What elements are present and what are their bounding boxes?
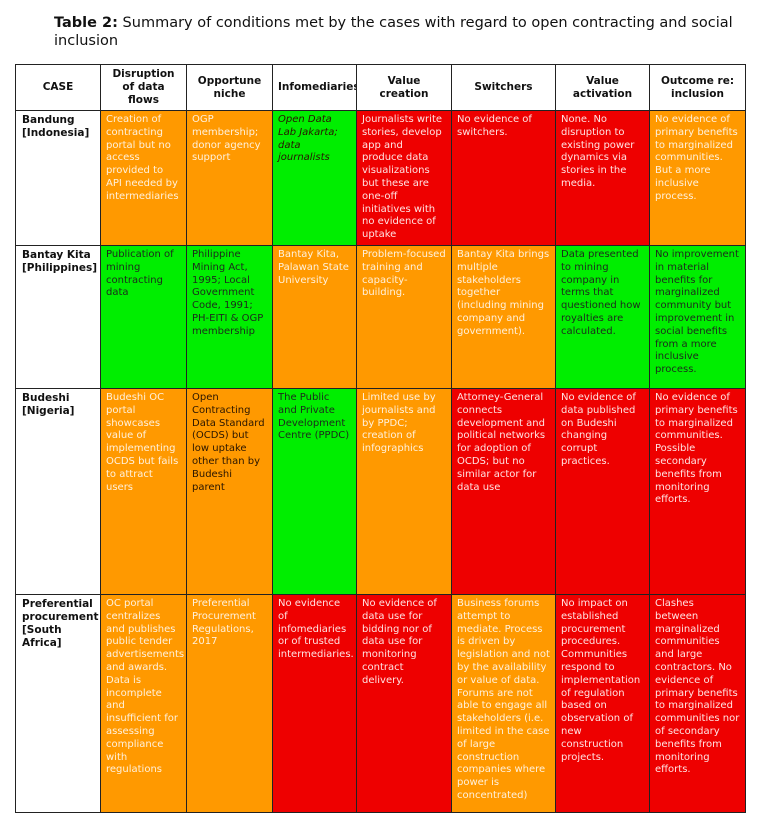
cell-value-creation: Limited use by journalists and by PPDC; … — [356, 387, 452, 595]
header-case: CASE — [15, 64, 101, 111]
table-caption: Table 2: Summary of conditions met by th… — [54, 14, 734, 50]
cell-value-activation: No impact on established procurement pro… — [555, 593, 650, 813]
header-value-activation: Value activation — [555, 64, 650, 111]
header-outcome: Outcome re: inclusion — [649, 64, 746, 111]
header-infomediaries: Infomediaries — [272, 64, 357, 111]
header-row: CASE Disruption of data flows Opportune … — [15, 64, 746, 111]
caption-text: Summary of conditions met by the cases w… — [54, 15, 733, 49]
cell-switchers: Attorney-General connects development an… — [451, 387, 556, 595]
cell-value-activation: None. No disruption to existing power dy… — [555, 110, 650, 246]
cell-opportune-niche: Preferential Procurement Regulations, 20… — [186, 593, 273, 813]
caption-label: Table 2: — [54, 15, 118, 31]
cell-switchers: No evidence of switchers. — [451, 110, 556, 246]
cell-opportune-niche: OGP membership; donor agency support — [186, 110, 273, 246]
cell-infomediaries: Bantay Kita, Palawan State University — [272, 244, 357, 389]
header-disruption: Disruption of data flows — [100, 64, 187, 111]
cell-value-creation: Problem-focused training and capacity-bu… — [356, 244, 452, 389]
cell-switchers: Business forums attempt to mediate. Proc… — [451, 593, 556, 813]
case-name: Bantay Kita [Philippines] — [15, 244, 101, 389]
header-switchers: Switchers — [451, 64, 556, 111]
cell-disruption: Creation of contracting portal but no ac… — [100, 110, 187, 246]
cell-value-activation: Data presented to mining company in term… — [555, 244, 650, 389]
cell-disruption: Budeshi OC portal showcases value of imp… — [100, 387, 187, 595]
case-name: Bandung [Indonesia] — [15, 110, 101, 246]
cell-opportune-niche: Open Contracting Data Standard (OCDS) bu… — [186, 387, 273, 595]
table-row: Bantay Kita [Philippines] Publication of… — [15, 244, 746, 389]
header-value-creation: Value creation — [356, 64, 452, 111]
cell-infomediaries: The Public and Private Development Centr… — [272, 387, 357, 595]
cell-value-activation: No evidence of data published on Budeshi… — [555, 387, 650, 595]
cell-infomediaries: No evidence of infomediaries or of trust… — [272, 593, 357, 813]
table-row: Preferential procurement [South Africa] … — [15, 593, 746, 813]
case-name: Budeshi [Nigeria] — [15, 387, 101, 595]
cell-outcome: No improvement in material benefits for … — [649, 244, 746, 389]
cell-opportune-niche: Philippine Mining Act, 1995; Local Gover… — [186, 244, 273, 389]
cell-disruption: OC portal centralizes and publishes publ… — [100, 593, 187, 813]
cell-outcome: Clashes between marginalized communities… — [649, 593, 746, 813]
table-row: Bandung [Indonesia] Creation of contract… — [15, 110, 746, 246]
cell-disruption: Publication of mining contracting data — [100, 244, 187, 389]
case-name: Preferential procurement [South Africa] — [15, 593, 101, 813]
cell-value-creation: Journalists write stories, develop app a… — [356, 110, 452, 246]
table-row: Budeshi [Nigeria] Budeshi OC portal show… — [15, 387, 746, 595]
summary-table: CASE Disruption of data flows Opportune … — [15, 64, 746, 813]
cell-outcome: No evidence of primary benefits to margi… — [649, 387, 746, 595]
cell-infomediaries: Open Data Lab Jakarta; data journalists — [272, 110, 357, 246]
cell-switchers: Bantay Kita brings multiple stakeholders… — [451, 244, 556, 389]
cell-outcome: No evidence of primary benefits to margi… — [649, 110, 746, 246]
cell-value-creation: No evidence of data use for bidding nor … — [356, 593, 452, 813]
header-opportune-niche: Opportune niche — [186, 64, 273, 111]
